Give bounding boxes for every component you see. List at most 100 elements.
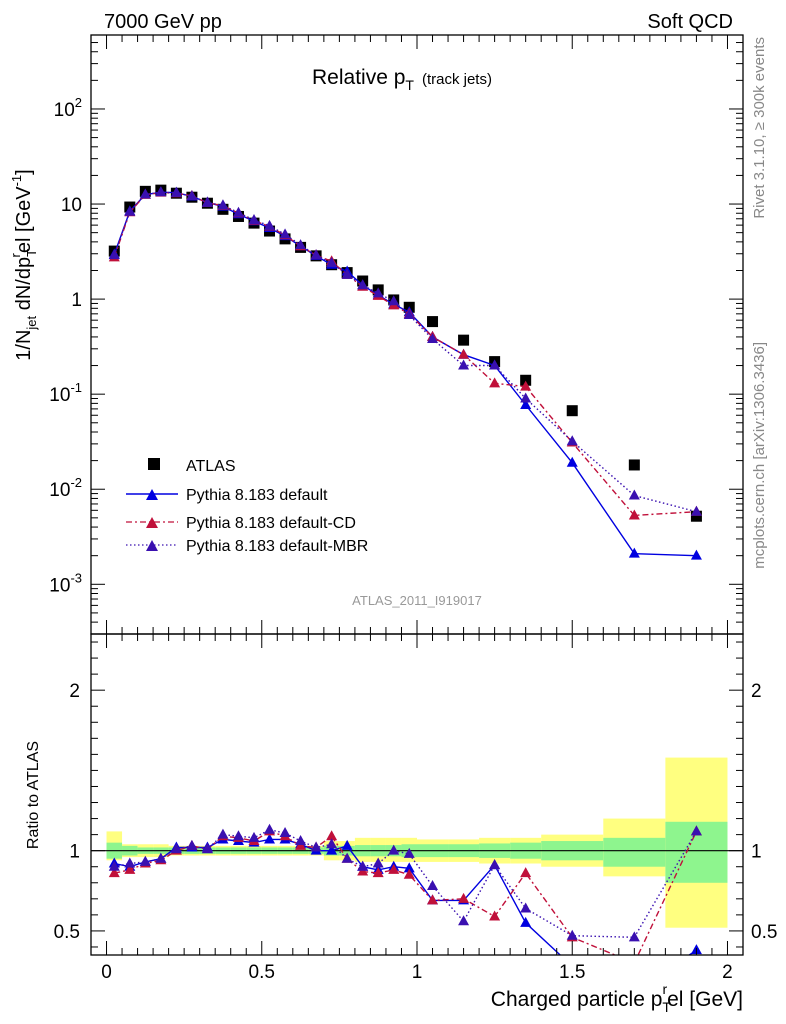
ratio-data-point [628, 931, 640, 942]
ratio-data-point [155, 852, 167, 863]
ratio-y-tick-label-left: 2 [69, 681, 80, 702]
plot-title-suffix: (track jets) [422, 71, 492, 88]
ratio-data-point [341, 839, 353, 850]
main-data-point [279, 228, 291, 239]
ratio-tick-labels: 0.5 0.5 1 1 2 2 0 0.5 1 1.5 2 [54, 681, 778, 983]
ratio-y-tick-label-right: 2 [751, 681, 762, 702]
ratio-band-inner [603, 837, 666, 867]
legend-marker-atlas [148, 458, 160, 470]
ratio-data-point [124, 863, 136, 874]
ratio-data-point [403, 847, 415, 858]
main-data-point [186, 190, 198, 201]
main-data-point [458, 348, 470, 359]
x-axis-label: Charged particle pTrel [GeV] [491, 981, 743, 1015]
main-y-axis-label: 1/Njet dN/dpTrel [GeV-1] [8, 169, 39, 360]
ratio-uncertainty-bands [91, 757, 743, 928]
ratio-data-point [372, 867, 384, 878]
ratio-data-point [403, 862, 415, 873]
ratio-data-point [139, 855, 151, 866]
main-data-point [248, 213, 260, 224]
ratio-data-point [201, 843, 213, 854]
ratio-x-ticks [106, 634, 728, 955]
plot-title: Relative pT (track jets) [312, 66, 492, 93]
ratio-data-point [108, 867, 120, 878]
main-data-point [388, 295, 400, 306]
ratio-data-point [427, 894, 439, 905]
main-y-tick-labels: 10-3 10-2 10-1 1 10 102 [49, 95, 82, 596]
ylabel-c-sup: -1 [9, 175, 24, 187]
ratio-y-axis-label: Ratio to ATLAS [25, 741, 42, 849]
ratio-data-point [566, 929, 578, 940]
plot-title-sub: T [405, 77, 414, 93]
main-data-point [628, 509, 640, 520]
ylabel-b-sup: r [8, 252, 23, 257]
main-data-point [628, 489, 640, 500]
main-data-point [139, 188, 151, 199]
main-data-point [427, 316, 439, 328]
ylabel-d: ] [13, 169, 35, 175]
ratio-y-tick-label-left: 1 [69, 842, 80, 863]
x-tick-label: 1 [412, 962, 423, 983]
main-data-point [427, 333, 439, 344]
ratio-y-tick-label-right: 0.5 [751, 922, 777, 943]
ratio-data-point [264, 823, 276, 834]
legend-marker-cd [146, 517, 158, 528]
ratio-data-point [458, 915, 470, 926]
ratio-data-point [310, 841, 322, 852]
ratio-panel: 0.5 0.5 1 1 2 2 0 0.5 1 1.5 2 Ratio to ATLAS Charg… [25, 633, 778, 1015]
main-data-point [458, 334, 470, 346]
rivet-version-label: Rivet 3.1.10, ≥ 300k events [751, 37, 768, 219]
ratio-series-line [114, 830, 698, 955]
header-left-label: 7000 GeV pp [104, 11, 222, 33]
ratio-y-tick-label-right: 1 [751, 842, 762, 863]
ratio-data-point [232, 830, 244, 841]
main-series-line [113, 191, 697, 513]
ratio-data-point [357, 860, 369, 871]
ratio-series-group [108, 823, 702, 955]
main-data-point [566, 405, 578, 417]
main-data-point [232, 206, 244, 217]
main-data-point [170, 186, 182, 197]
ratio-data-point [264, 833, 276, 844]
main-y-tick-label: 102 [54, 95, 82, 121]
legend-marker-mbr [146, 540, 158, 551]
main-data-point [690, 549, 702, 560]
ratio-data-point [520, 867, 532, 878]
header-right-label: Soft QCD [647, 11, 733, 33]
main-data-point [201, 196, 213, 207]
main-data-point [357, 279, 369, 290]
ratio-data-point [170, 843, 182, 854]
ratio-data-point [388, 844, 400, 855]
legend-label-default: Pythia 8.183 default [186, 487, 328, 504]
main-data-point [310, 249, 322, 260]
main-data-point [690, 505, 702, 516]
main-y-tick-label: 1 [71, 290, 82, 311]
main-y-tick-label: 10-3 [49, 570, 82, 596]
ylabel-b-sub: T [24, 249, 39, 257]
ylabel-a-sub: jet [24, 315, 39, 330]
ratio-data-point [326, 844, 338, 855]
main-data-point [341, 268, 353, 279]
main-y-ticks [91, 34, 743, 635]
main-data-point [566, 456, 578, 467]
ratio-data-point [690, 825, 702, 836]
ratio-data-point [388, 863, 400, 874]
ratio-y-tick-label-left: 0.5 [54, 922, 80, 943]
ratio-data-point [295, 835, 307, 846]
main-y-tick-label: 10-2 [49, 475, 82, 501]
ratio-data-point [489, 910, 501, 921]
analysis-id-label: ATLAS_2011_I919017 [352, 593, 482, 608]
ratio-data-point [341, 852, 353, 863]
ratio-y-ticks [91, 641, 743, 948]
ratio-series-2 [108, 823, 702, 942]
ratio-data-point [372, 857, 384, 868]
ratio-data-point [427, 879, 439, 890]
ratio-data-point [520, 916, 532, 927]
ratio-data-point [248, 831, 260, 842]
main-data-point [295, 239, 307, 250]
xlabel-b: el [GeV] [667, 988, 743, 1011]
ylabel-a: 1/N [13, 330, 35, 361]
legend: ATLAS Pythia 8.183 default Pythia 8.183 … [126, 458, 368, 555]
